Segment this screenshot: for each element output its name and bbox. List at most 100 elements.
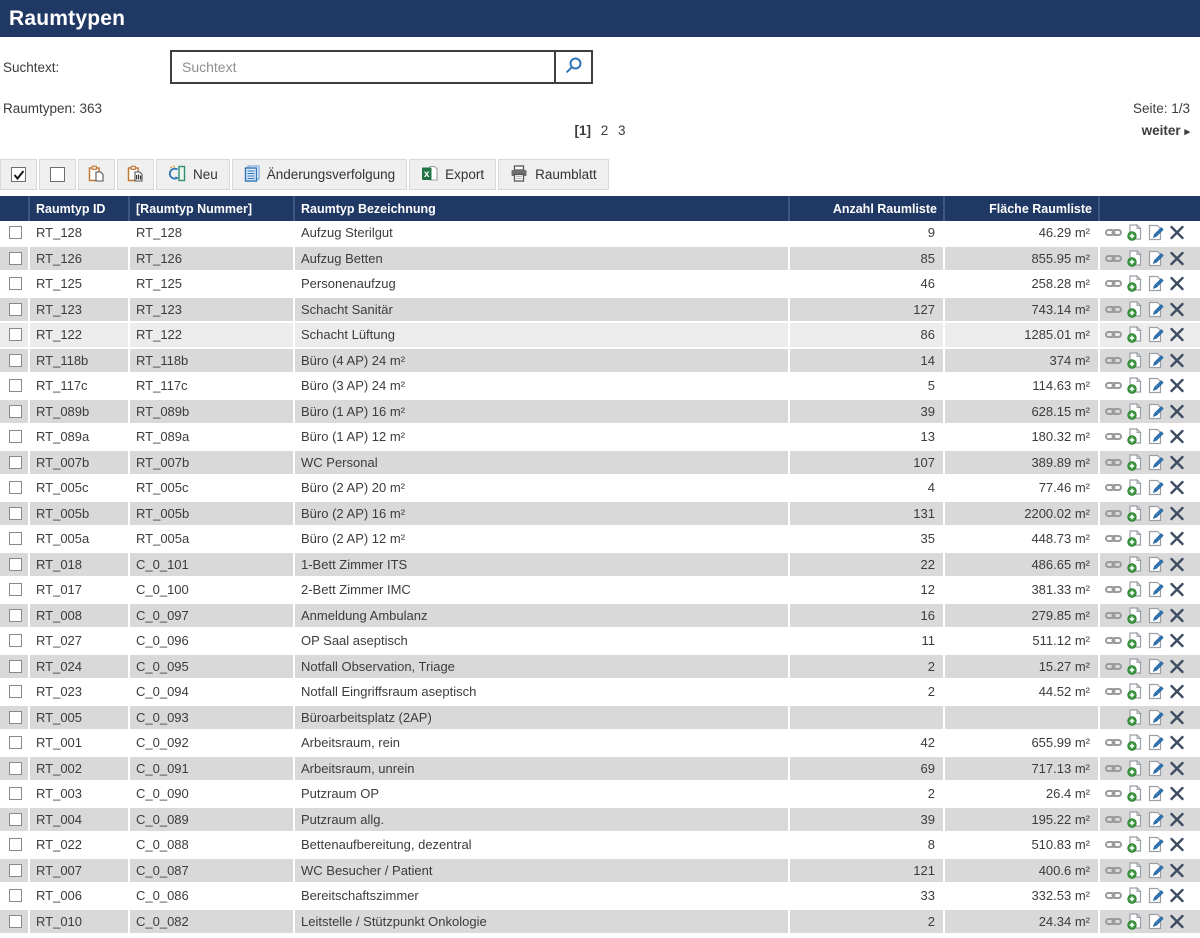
aenderungsverfolgung-button[interactable]: Änderungsverfolgung <box>231 159 408 190</box>
link-icon[interactable] <box>1104 682 1123 701</box>
link-icon[interactable] <box>1104 912 1123 931</box>
delete-icon[interactable] <box>1167 249 1186 268</box>
edit-icon[interactable] <box>1146 835 1165 854</box>
link-icon[interactable] <box>1104 886 1123 905</box>
export-button[interactable]: x Export <box>409 159 497 190</box>
edit-icon[interactable] <box>1146 223 1165 242</box>
row-checkbox[interactable] <box>9 226 22 240</box>
delete-icon[interactable] <box>1167 784 1186 803</box>
next-page-button[interactable]: weiter ▸ <box>1142 123 1190 138</box>
delete-icon[interactable] <box>1167 223 1186 242</box>
link-icon[interactable] <box>1104 606 1123 625</box>
delete-icon[interactable] <box>1167 274 1186 293</box>
edit-icon[interactable] <box>1146 325 1165 344</box>
delete-icon[interactable] <box>1167 810 1186 829</box>
delete-icon[interactable] <box>1167 861 1186 880</box>
edit-icon[interactable] <box>1146 886 1165 905</box>
search-button[interactable] <box>554 52 591 82</box>
link-icon[interactable] <box>1104 325 1123 344</box>
link-icon[interactable] <box>1104 504 1123 523</box>
link-icon[interactable] <box>1104 249 1123 268</box>
delete-icon[interactable] <box>1167 325 1186 344</box>
edit-icon[interactable] <box>1146 274 1165 293</box>
add-document-icon[interactable] <box>1125 580 1144 599</box>
add-document-icon[interactable] <box>1125 249 1144 268</box>
add-document-icon[interactable] <box>1125 555 1144 574</box>
delete-icon[interactable] <box>1167 300 1186 319</box>
header-raumtyp-id[interactable]: Raumtyp ID <box>30 196 130 221</box>
add-document-icon[interactable] <box>1125 886 1144 905</box>
link-icon[interactable] <box>1104 631 1123 650</box>
edit-icon[interactable] <box>1146 631 1165 650</box>
row-checkbox[interactable] <box>9 685 22 699</box>
header-anzahl-raumliste[interactable]: Anzahl Raumliste <box>790 196 945 221</box>
copy-button[interactable] <box>78 159 115 190</box>
delete-icon[interactable] <box>1167 759 1186 778</box>
neu-button[interactable]: Neu <box>156 159 230 190</box>
add-document-icon[interactable] <box>1125 223 1144 242</box>
add-document-icon[interactable] <box>1125 376 1144 395</box>
link-icon[interactable] <box>1104 351 1123 370</box>
row-checkbox[interactable] <box>9 914 22 928</box>
link-icon[interactable] <box>1104 427 1123 446</box>
delete-icon[interactable] <box>1167 835 1186 854</box>
row-checkbox[interactable] <box>9 634 22 648</box>
delete-icon[interactable] <box>1167 733 1186 752</box>
row-checkbox[interactable] <box>9 787 22 801</box>
add-document-icon[interactable] <box>1125 835 1144 854</box>
add-document-icon[interactable] <box>1125 529 1144 548</box>
row-checkbox[interactable] <box>9 583 22 597</box>
header-flaeche-raumliste[interactable]: Fläche Raumliste <box>945 196 1100 221</box>
edit-icon[interactable] <box>1146 606 1165 625</box>
delete-icon[interactable] <box>1167 631 1186 650</box>
edit-icon[interactable] <box>1146 351 1165 370</box>
edit-icon[interactable] <box>1146 733 1165 752</box>
row-checkbox[interactable] <box>9 328 22 342</box>
row-checkbox[interactable] <box>9 889 22 903</box>
link-icon[interactable] <box>1104 733 1123 752</box>
edit-icon[interactable] <box>1146 427 1165 446</box>
add-document-icon[interactable] <box>1125 861 1144 880</box>
add-document-icon[interactable] <box>1125 427 1144 446</box>
add-document-icon[interactable] <box>1125 733 1144 752</box>
delete-icon[interactable] <box>1167 912 1186 931</box>
link-icon[interactable] <box>1104 478 1123 497</box>
row-checkbox[interactable] <box>9 557 22 571</box>
raumblatt-button[interactable]: Raumblatt <box>498 159 609 190</box>
add-document-icon[interactable] <box>1125 274 1144 293</box>
delete-icon[interactable] <box>1167 886 1186 905</box>
link-icon[interactable] <box>1104 453 1123 472</box>
delete-icon[interactable] <box>1167 657 1186 676</box>
link-icon[interactable] <box>1104 580 1123 599</box>
add-document-icon[interactable] <box>1125 708 1144 727</box>
row-checkbox[interactable] <box>9 353 22 367</box>
pager-page-2[interactable]: 2 <box>600 123 609 138</box>
delete-icon[interactable] <box>1167 580 1186 599</box>
select-all-button[interactable] <box>0 159 37 190</box>
row-checkbox[interactable] <box>9 659 22 673</box>
link-icon[interactable] <box>1104 555 1123 574</box>
edit-icon[interactable] <box>1146 478 1165 497</box>
add-document-icon[interactable] <box>1125 631 1144 650</box>
edit-icon[interactable] <box>1146 300 1165 319</box>
delete-icon[interactable] <box>1167 351 1186 370</box>
delete-icon[interactable] <box>1167 453 1186 472</box>
row-checkbox[interactable] <box>9 404 22 418</box>
add-document-icon[interactable] <box>1125 402 1144 421</box>
add-document-icon[interactable] <box>1125 784 1144 803</box>
link-icon[interactable] <box>1104 810 1123 829</box>
edit-icon[interactable] <box>1146 657 1165 676</box>
link-icon[interactable] <box>1104 402 1123 421</box>
add-document-icon[interactable] <box>1125 759 1144 778</box>
header-raumtyp-bezeichnung[interactable]: Raumtyp Bezeichnung <box>295 196 790 221</box>
header-raumtyp-nummer[interactable]: [Raumtyp Nummer] <box>130 196 295 221</box>
row-checkbox[interactable] <box>9 710 22 724</box>
row-checkbox[interactable] <box>9 838 22 852</box>
link-icon[interactable] <box>1104 861 1123 880</box>
row-checkbox[interactable] <box>9 736 22 750</box>
link-icon[interactable] <box>1104 274 1123 293</box>
add-document-icon[interactable] <box>1125 912 1144 931</box>
edit-icon[interactable] <box>1146 529 1165 548</box>
add-document-icon[interactable] <box>1125 351 1144 370</box>
add-document-icon[interactable] <box>1125 606 1144 625</box>
